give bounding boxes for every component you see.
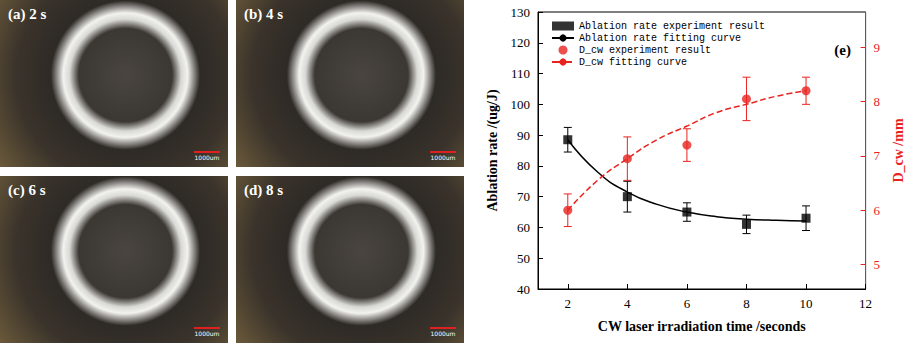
svg-text:60: 60 — [517, 220, 530, 235]
html-text:1000um: 1000um — [194, 154, 220, 161]
svg-text:110: 110 — [511, 66, 530, 81]
svg-text:CW laser irradiation time /sec: CW laser irradiation time /seconds — [598, 319, 806, 334]
svg-text:5: 5 — [874, 257, 881, 272]
svg-text:130: 130 — [511, 5, 531, 20]
svg-text:Ablation rate fitting curve: Ablation rate fitting curve — [579, 33, 741, 44]
svg-text:100: 100 — [511, 97, 531, 112]
svg-text:Ablation rate /(ug/J): Ablation rate /(ug/J) — [485, 89, 501, 211]
svg-text:8: 8 — [874, 94, 881, 109]
svg-text:10: 10 — [800, 296, 813, 311]
svg-text:9: 9 — [874, 40, 881, 55]
svg-text:40: 40 — [517, 282, 530, 297]
svg-text:Ablation rate experiment resul: Ablation rate experiment result — [579, 21, 765, 32]
svg-text:90: 90 — [517, 128, 530, 143]
html-text:1000um: 1000um — [430, 330, 456, 337]
svg-text:50: 50 — [517, 251, 530, 266]
svg-text:D_cw fitting curve: D_cw fitting curve — [579, 57, 687, 68]
html-text:(b) 4 s: (b) 4 s — [244, 6, 284, 22]
html-text:(d) 8 s: (d) 8 s — [244, 182, 284, 198]
svg-text:7: 7 — [874, 148, 881, 163]
svg-text:2: 2 — [565, 296, 572, 311]
svg-text:4: 4 — [624, 296, 631, 311]
html-text:1000um: 1000um — [430, 154, 456, 161]
svg-text:D_cw experiment result: D_cw experiment result — [579, 45, 711, 56]
svg-text:6: 6 — [684, 296, 691, 311]
html-text:1000um: 1000um — [194, 330, 220, 337]
svg-text:(e): (e) — [834, 42, 851, 59]
svg-text:12: 12 — [859, 296, 872, 311]
svg-text:6: 6 — [874, 203, 881, 218]
svg-text:D_cw /mm: D_cw /mm — [891, 118, 906, 182]
html-text:(c) 6 s: (c) 6 s — [8, 182, 46, 198]
svg-text:70: 70 — [517, 189, 530, 204]
svg-text:120: 120 — [511, 35, 531, 50]
svg-text:8: 8 — [743, 296, 750, 311]
html-text:(a) 2 s: (a) 2 s — [8, 6, 47, 22]
svg-text:80: 80 — [517, 158, 530, 173]
